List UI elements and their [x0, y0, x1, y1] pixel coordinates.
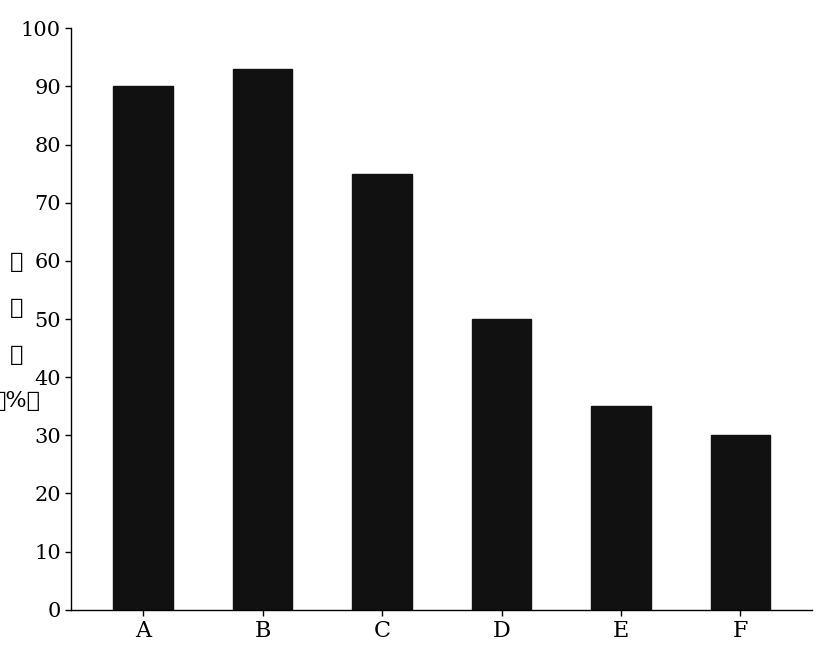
Text: （%）: （%） [0, 390, 41, 412]
Text: 越: 越 [10, 251, 23, 273]
Bar [232, 69, 292, 610]
Bar [711, 436, 771, 610]
Text: 冬: 冬 [10, 297, 23, 320]
Text: 率: 率 [10, 343, 23, 366]
Bar [352, 174, 412, 610]
Bar [591, 406, 651, 610]
Bar [113, 86, 173, 610]
Bar [471, 319, 531, 610]
